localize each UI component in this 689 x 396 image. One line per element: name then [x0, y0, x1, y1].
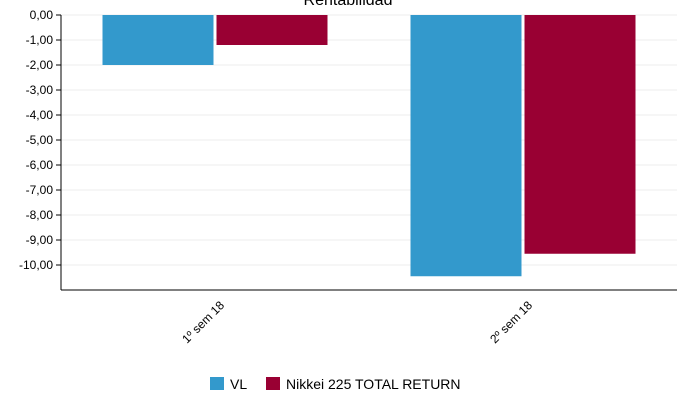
y-tick-label: -5,00 [26, 133, 54, 147]
bar [102, 15, 214, 65]
legend: VL Nikkei 225 TOTAL RETURN [210, 376, 461, 392]
bar [524, 15, 636, 254]
x-tick-label: 2º sem 18 [487, 298, 535, 346]
y-tick-label: -2,00 [26, 58, 54, 72]
y-tick-label: -9,00 [26, 233, 54, 247]
x-tick-label: 1º sem 18 [179, 298, 227, 346]
y-tick-label: 0,00 [30, 8, 54, 22]
y-tick-label: -10,00 [19, 258, 53, 272]
chart-title: Rentabilidad [304, 0, 393, 9]
bar [216, 15, 328, 45]
legend-label: Nikkei 225 TOTAL RETURN [286, 376, 461, 392]
bar [410, 15, 522, 277]
legend-label: VL [230, 376, 247, 392]
y-tick-label: -7,00 [26, 183, 54, 197]
bars [102, 15, 636, 277]
y-tick-label: -4,00 [26, 108, 54, 122]
y-tick-label: -8,00 [26, 208, 54, 222]
y-tick-label: -6,00 [26, 158, 54, 172]
legend-swatch [210, 377, 224, 390]
y-tick-label: -3,00 [26, 83, 54, 97]
y-tick-label: -1,00 [26, 33, 54, 47]
x-axis-ticks: 1º sem 18 2º sem 18 [179, 298, 535, 346]
y-axis-ticks: 0,00 -1,00 -2,00 -3,00 -4,00 -5,00 -6,00 -7,00 -… [19, 8, 61, 272]
legend-swatch [266, 377, 280, 390]
